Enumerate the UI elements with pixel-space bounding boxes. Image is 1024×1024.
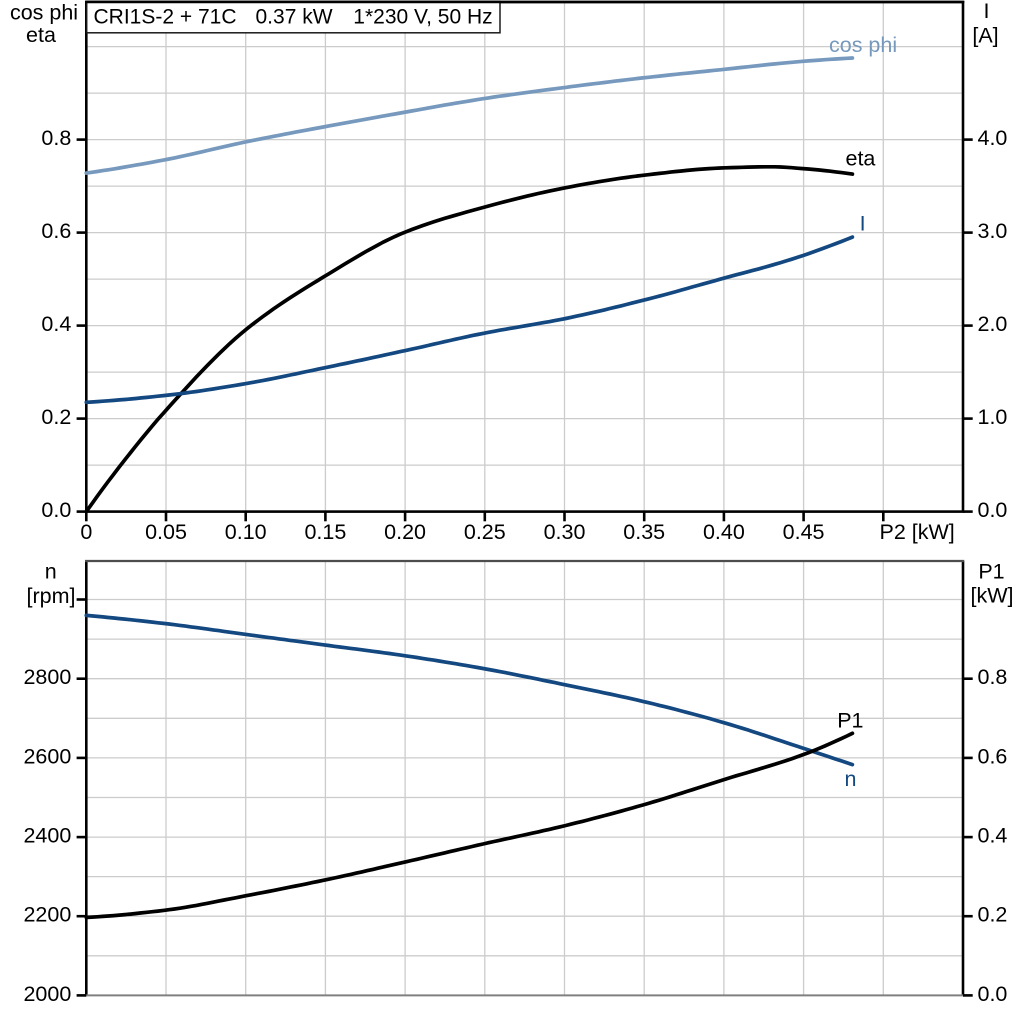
svg-text:0: 0 — [80, 520, 92, 544]
svg-text:0.0: 0.0 — [41, 498, 71, 522]
svg-text:2800: 2800 — [23, 665, 71, 689]
svg-text:P1: P1 — [837, 708, 863, 732]
svg-text:0.25: 0.25 — [464, 520, 506, 544]
svg-text:[kW]: [kW] — [971, 584, 1014, 608]
svg-text:2.0: 2.0 — [978, 312, 1008, 336]
svg-text:[rpm]: [rpm] — [27, 584, 76, 608]
svg-text:0.05: 0.05 — [145, 520, 187, 544]
svg-text:0.37 kW: 0.37 kW — [256, 6, 333, 29]
svg-text:0.35: 0.35 — [623, 520, 665, 544]
svg-text:I: I — [860, 212, 866, 236]
svg-text:2000: 2000 — [23, 982, 71, 1006]
svg-text:cos phi: cos phi — [10, 1, 78, 25]
svg-text:[A]: [A] — [972, 24, 998, 48]
svg-text:eta: eta — [846, 146, 876, 170]
svg-text:0.20: 0.20 — [384, 520, 426, 544]
svg-text:1.0: 1.0 — [978, 405, 1008, 429]
svg-text:0.10: 0.10 — [225, 520, 267, 544]
svg-text:P1: P1 — [978, 560, 1004, 584]
svg-text:0.2: 0.2 — [41, 405, 71, 429]
svg-text:0.15: 0.15 — [304, 520, 346, 544]
svg-text:cos phi: cos phi — [829, 33, 897, 57]
svg-text:P2 [kW]: P2 [kW] — [880, 520, 955, 544]
svg-text:3.0: 3.0 — [978, 219, 1008, 243]
svg-text:0.40: 0.40 — [703, 520, 745, 544]
svg-text:0.30: 0.30 — [544, 520, 586, 544]
svg-text:CRI1S-2 + 71C: CRI1S-2 + 71C — [94, 6, 237, 29]
svg-text:0.2: 0.2 — [978, 903, 1008, 927]
svg-text:0.0: 0.0 — [978, 982, 1008, 1006]
svg-text:0.6: 0.6 — [978, 744, 1008, 768]
svg-text:0.8: 0.8 — [41, 126, 71, 150]
svg-text:2600: 2600 — [23, 744, 71, 768]
svg-text:I: I — [984, 0, 990, 23]
svg-text:0.4: 0.4 — [978, 824, 1008, 848]
svg-text:2200: 2200 — [23, 903, 71, 927]
svg-text:eta: eta — [26, 23, 56, 47]
svg-text:n: n — [845, 767, 857, 791]
svg-text:0.0: 0.0 — [978, 498, 1008, 522]
svg-text:0.8: 0.8 — [978, 665, 1008, 689]
svg-text:1*230 V, 50 Hz: 1*230 V, 50 Hz — [353, 6, 492, 29]
svg-text:0.45: 0.45 — [783, 520, 825, 544]
svg-text:0.6: 0.6 — [41, 219, 71, 243]
svg-text:4.0: 4.0 — [978, 126, 1008, 150]
svg-text:2400: 2400 — [23, 824, 71, 848]
svg-text:n: n — [45, 560, 57, 584]
svg-text:0.4: 0.4 — [41, 312, 71, 336]
